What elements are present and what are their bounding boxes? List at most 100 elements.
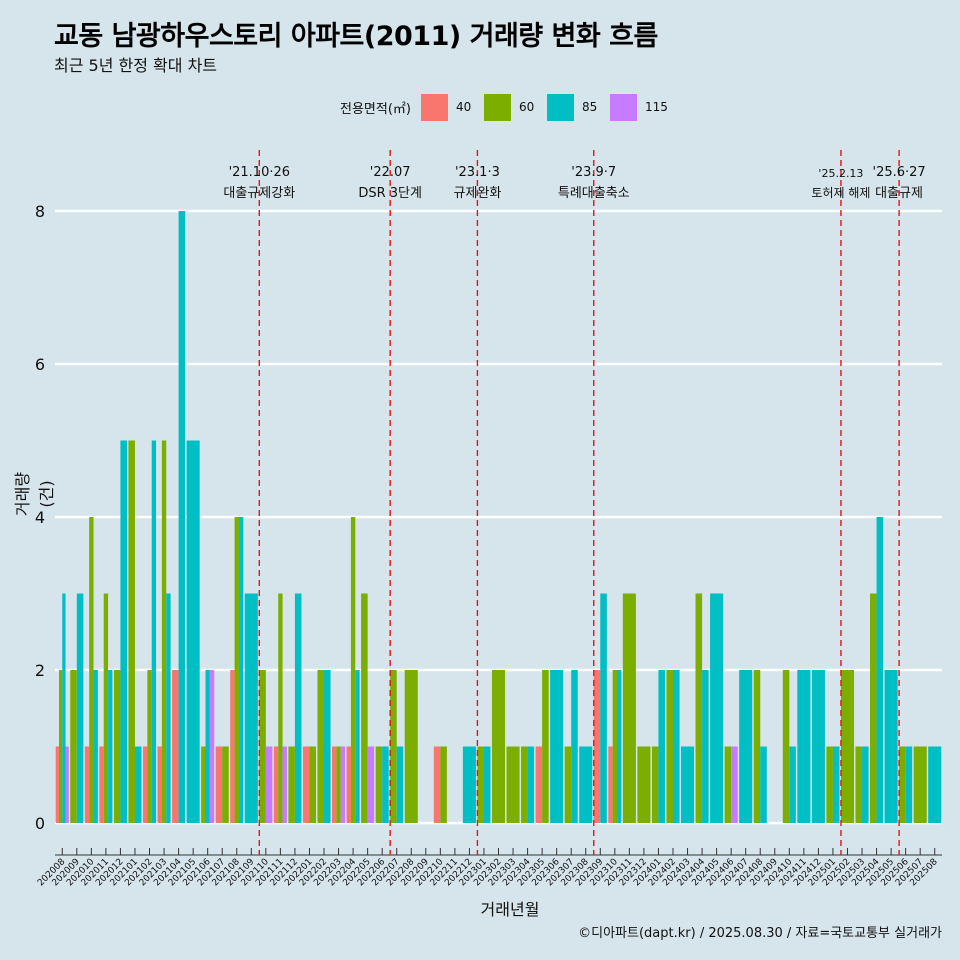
bar-60-202010 [89,517,94,823]
event-label-202207: DSR 3단계 [358,186,422,201]
event-label-202506: 대출규제 [875,186,923,201]
bar-40-202204 [346,746,351,823]
legend-item-85: 85 [546,93,604,121]
bar-85-202501 [832,746,840,823]
bar-40-202111 [273,746,279,823]
event-date-202502: '25.2.13 [818,167,863,180]
bar-60-202501 [826,746,833,823]
bar-60-202011 [103,593,109,823]
chart-title: 교동 남광하우스토리 아파트(2011) 거래량 변화 흐름 [54,21,658,52]
bar-85-202504 [876,517,884,823]
bar-85-202009 [76,593,84,823]
bar-40-202203 [332,746,337,823]
bar-85-202109 [244,593,258,823]
legend-label-115: 115 [644,100,668,114]
bar-60-202111 [278,593,283,823]
bar-60-202310 [612,670,618,823]
legend: 전용면적(㎡) 40 60 85 115 [340,93,674,121]
bar-85-202310 [617,670,622,823]
bar-60-202506 [899,746,906,823]
bar-60-202210 [440,746,447,823]
bar-85-202011 [108,670,113,823]
bar-85-202309 [600,593,607,823]
bar-85-202412 [811,670,825,823]
bar-85-202108 [238,517,244,823]
legend-label-85: 85 [581,100,598,114]
bar-115-202008 [65,746,69,823]
bar-40-202103 [157,746,162,823]
bar-60-202112 [288,746,295,823]
bar-85-202304 [527,746,535,823]
bar-60-202206 [375,746,383,823]
legend-swatch-40 [420,93,448,121]
bar-60-202205 [361,593,368,823]
bar-40-202102 [142,746,148,823]
bar-60-202108 [234,517,239,823]
legend-item-115: 115 [609,93,668,121]
bar-60-202204 [350,517,356,823]
bar-60-202202 [317,670,325,823]
event-date-202301: '23.1·3 [455,165,500,180]
bar-60-202406 [724,746,732,823]
bar-60-202307 [564,746,572,823]
bar-60-202402 [666,670,673,823]
bar-60-202311 [622,593,636,823]
bar-85-202010 [93,670,98,823]
bar-40-202309 [593,670,601,823]
bar-60-202303 [506,746,520,823]
bar-85-202104 [178,211,186,823]
bar-60-202304 [521,746,528,823]
bar-60-202507 [913,746,927,823]
bar-60-202208 [404,670,418,823]
bar-85-202207 [396,746,404,823]
bar-60-202012 [113,670,121,823]
bar-85-202410 [789,746,796,823]
bar-85-202212 [462,746,476,823]
bar-85-202306 [550,670,564,823]
legend-item-60: 60 [483,93,541,121]
bar-85-202008 [62,593,66,823]
bar-60-202103 [161,440,167,823]
bar-85-202401 [658,670,665,823]
bar-60-202101 [128,440,135,823]
bar-85-202102 [151,440,157,823]
bar-40-202011 [99,746,104,823]
bar-60-202107 [222,746,229,823]
bar-115-202110 [265,746,273,823]
bar-85-202301 [483,746,491,823]
bar-60-202401 [651,746,659,823]
bar-85-202405 [710,593,724,823]
bar-85-202506 [905,746,913,823]
legend-swatch-85 [546,93,574,121]
bar-85-202404 [702,670,709,823]
chart-subtitle: 최근 5년 한정 확대 차트 [54,56,218,75]
bar-40-202104 [172,670,179,823]
bar-115-202111 [282,746,287,823]
legend-item-40: 40 [420,93,478,121]
bar-60-202302 [491,670,506,823]
bar-85-202206 [382,746,389,823]
bar-60-202110 [259,670,266,823]
bar-60-202301 [477,746,484,823]
event-label-202110: 대출규제강화 [223,186,295,201]
bar-60-202504 [870,593,877,823]
bar-60-202502 [840,670,855,823]
y-tick-label: 4 [35,508,45,527]
source-caption: ©디아파트(dapt.kr) / 2025.08.30 / 자료=국토교통부 실… [578,926,942,941]
legend-label-60: 60 [518,100,535,114]
bar-60-202106 [201,746,206,823]
bar-85-202105 [186,440,200,823]
legend-swatch-115 [609,93,637,121]
bar-85-202403 [680,746,695,823]
bar-60-202201 [309,746,317,823]
bar-85-202106 [205,670,210,823]
bar-40-202108 [230,670,235,823]
bar-85-202402 [672,670,680,823]
x-axis-label: 거래년월 [480,900,540,919]
bar-85-202411 [797,670,811,823]
bar-115-202203 [340,746,346,823]
event-date-202207: '22.07 [370,165,411,180]
bar-85-202505 [884,670,898,823]
legend-swatch-60 [483,93,511,121]
